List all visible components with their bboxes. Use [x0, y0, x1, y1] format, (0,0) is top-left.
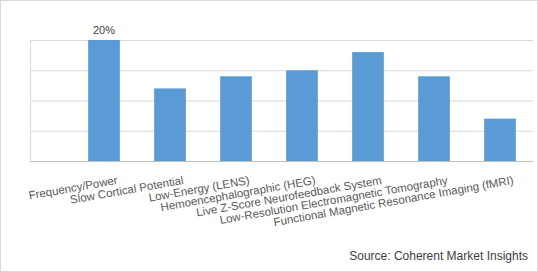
- bar: [286, 70, 318, 161]
- x-tick-label: Functional Magnetic Resonance Imaging (f…: [273, 174, 515, 228]
- x-tick: Functional Magnetic Resonance Imaging (f…: [273, 161, 515, 228]
- chart: Frequency/PowerSlow Cortical PotentialLo…: [0, 0, 538, 272]
- x-axis: Frequency/PowerSlow Cortical PotentialLo…: [28, 161, 534, 228]
- y-tick: [30, 161, 533, 162]
- grid-line: [30, 161, 533, 162]
- bars: [88, 40, 516, 161]
- bar: [154, 88, 186, 161]
- y-axis: [30, 41, 533, 162]
- chart-frame: [1, 1, 538, 272]
- data-labels: 20%: [93, 24, 115, 36]
- x-axis-line: [72, 161, 534, 162]
- bar: [352, 52, 384, 161]
- source: Source: Coherent Market Insights: [349, 249, 528, 263]
- data-label: 20%: [93, 24, 115, 36]
- bar: [88, 40, 120, 161]
- bar: [220, 76, 252, 161]
- bar: [418, 76, 450, 161]
- y-axis-line: [31, 41, 534, 162]
- bar: [484, 119, 516, 161]
